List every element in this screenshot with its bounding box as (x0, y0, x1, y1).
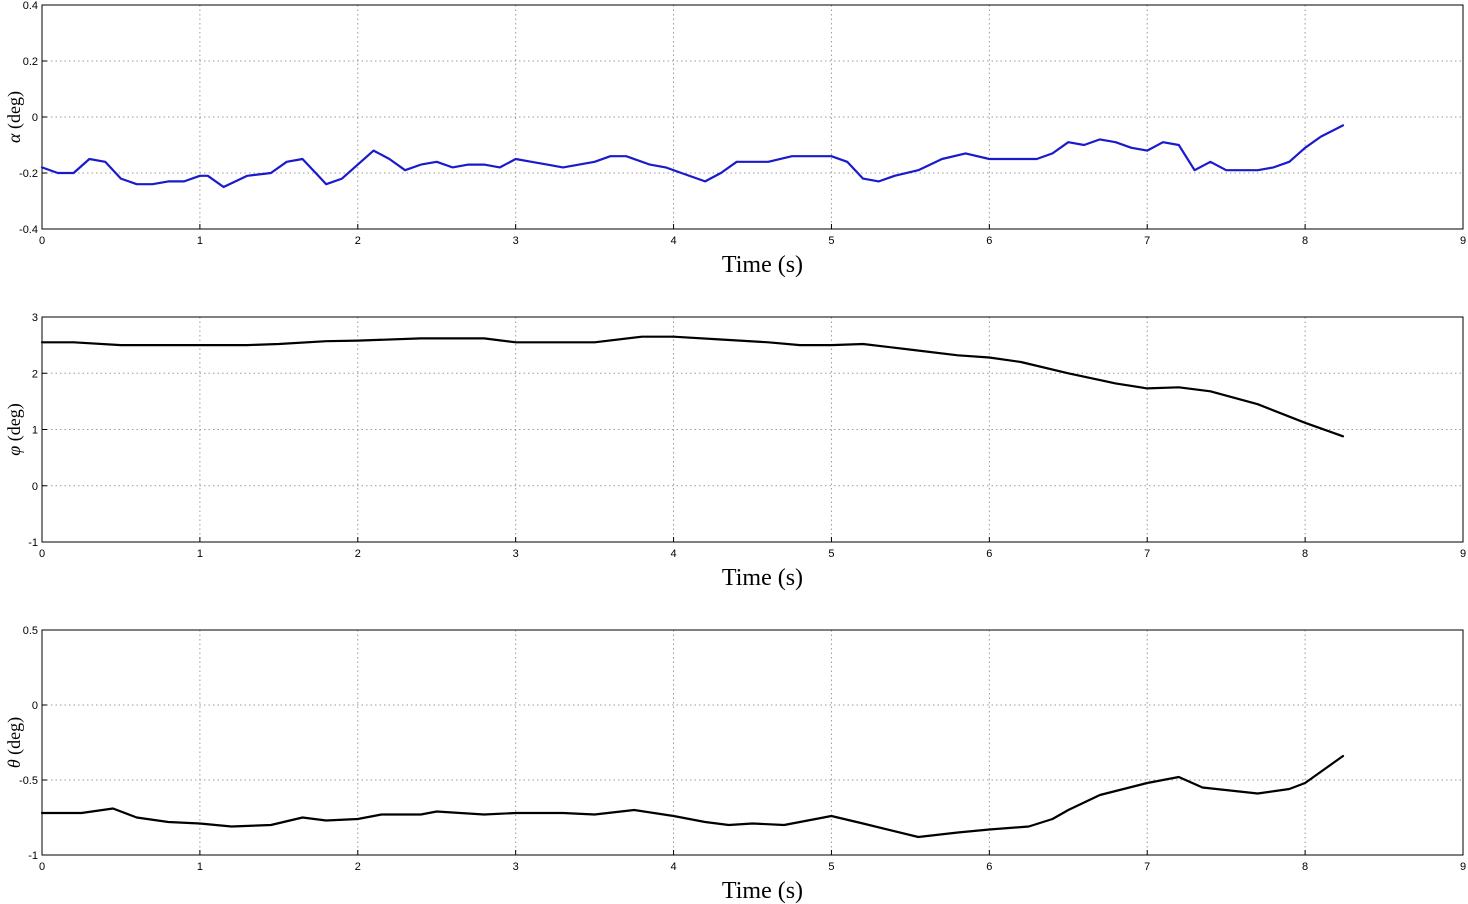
alpha-plot-frame (41, 4, 1464, 230)
theta-x-tick-label: 3 (513, 861, 519, 873)
alpha-y-axis-symbol: α (4, 133, 24, 143)
theta-plot-frame (41, 629, 1464, 856)
theta-x-tick-label: 4 (670, 861, 676, 873)
alpha-y-tick-label: 0.4 (23, 0, 38, 12)
phi-x-ticks: 0 1 2 3 4 5 6 7 8 9 (39, 537, 1466, 560)
alpha-y-tick-label: 0.2 (23, 56, 38, 68)
theta-x-tick-label: 0 (39, 861, 45, 873)
phi-x-tick-label: 2 (355, 548, 361, 560)
theta-x-tick-label: 2 (355, 861, 361, 873)
theta-y-axis-unit: (deg) (4, 717, 25, 759)
theta-x-ticks: 0 1 2 3 4 5 6 7 8 9 (39, 850, 1466, 873)
phi-series-line (40, 335, 1345, 438)
phi-y-tick-label: 2 (32, 368, 38, 380)
theta-y-tick-label: -0.5 (19, 775, 38, 787)
alpha-y-axis-label: α (deg) (4, 91, 25, 143)
phi-grid (41, 316, 1464, 543)
phi-y-tick-label: 1 (32, 425, 38, 437)
alpha-series-line (40, 124, 1345, 189)
theta-y-axis-symbol: θ (4, 759, 24, 768)
phi-x-tick-label: 1 (197, 548, 203, 560)
theta-x-tick-label: 6 (986, 861, 992, 873)
phi-y-tick-label: 3 (32, 312, 38, 324)
alpha-x-tick-label: 1 (197, 235, 203, 247)
alpha-x-tick-label: 7 (1144, 235, 1150, 247)
phi-x-tick-label: 8 (1302, 548, 1308, 560)
phi-x-tick-label: 7 (1144, 548, 1150, 560)
phi-x-tick-label: 9 (1460, 548, 1466, 560)
theta-x-tick-label: 1 (197, 861, 203, 873)
theta-y-tick-label: -1 (28, 850, 38, 862)
theta-panel: -1 -0.5 0 0.5 0 1 2 3 4 5 6 7 8 9 Time (s) θ (deg) (4, 625, 1466, 904)
alpha-x-ticks: 0 1 2 3 4 5 6 7 8 9 (39, 224, 1466, 247)
theta-x-tick-label: 7 (1144, 861, 1150, 873)
alpha-y-tick-label: 0 (32, 112, 38, 124)
theta-grid (41, 629, 1464, 856)
alpha-panel: -0.4 -0.2 0 0.2 0.4 0 1 2 3 4 5 6 7 8 9 Time (s) α (d… (4, 0, 1466, 278)
alpha-grid (41, 4, 1464, 230)
theta-y-tick-label: 0.5 (23, 625, 38, 637)
theta-x-tick-label: 9 (1460, 861, 1466, 873)
phi-plot-frame (41, 316, 1464, 543)
theta-x-tick-label: 8 (1302, 861, 1308, 873)
theta-series-line (40, 754, 1345, 839)
phi-y-tick-label: 0 (32, 481, 38, 493)
alpha-x-tick-label: 6 (986, 235, 992, 247)
phi-x-tick-label: 0 (39, 548, 45, 560)
alpha-y-tick-label: -0.2 (19, 168, 38, 180)
alpha-x-tick-label: 2 (355, 235, 361, 247)
alpha-x-tick-label: 4 (670, 235, 676, 247)
phi-y-tick-label: -1 (28, 537, 38, 549)
phi-y-ticks: -1 0 1 2 3 (28, 312, 47, 549)
theta-y-ticks: -1 -0.5 0 0.5 (19, 625, 47, 862)
alpha-x-tick-label: 9 (1460, 235, 1466, 247)
alpha-y-ticks: -0.4 -0.2 0 0.2 0.4 (19, 0, 47, 236)
phi-x-tick-label: 5 (828, 548, 834, 560)
alpha-y-tick-label: -0.4 (19, 224, 38, 236)
phi-y-axis-unit: (deg) (4, 403, 25, 445)
theta-y-axis-label: θ (deg) (4, 717, 25, 768)
theta-x-tick-label: 5 (828, 861, 834, 873)
phi-x-tick-label: 3 (513, 548, 519, 560)
phi-x-tick-label: 4 (670, 548, 676, 560)
phi-x-axis-label: Time (s) (722, 565, 803, 591)
phi-y-axis-label: φ (deg) (4, 403, 25, 455)
theta-y-tick-label: 0 (32, 700, 38, 712)
theta-x-axis-label: Time (s) (722, 878, 803, 904)
alpha-x-axis-label: Time (s) (722, 252, 803, 278)
alpha-x-tick-label: 5 (828, 235, 834, 247)
alpha-x-tick-label: 0 (39, 235, 45, 247)
alpha-x-tick-label: 3 (513, 235, 519, 247)
phi-y-axis-symbol: φ (4, 446, 24, 456)
alpha-x-tick-label: 8 (1302, 235, 1308, 247)
alpha-y-axis-unit: (deg) (4, 91, 25, 133)
phi-x-tick-label: 6 (986, 548, 992, 560)
